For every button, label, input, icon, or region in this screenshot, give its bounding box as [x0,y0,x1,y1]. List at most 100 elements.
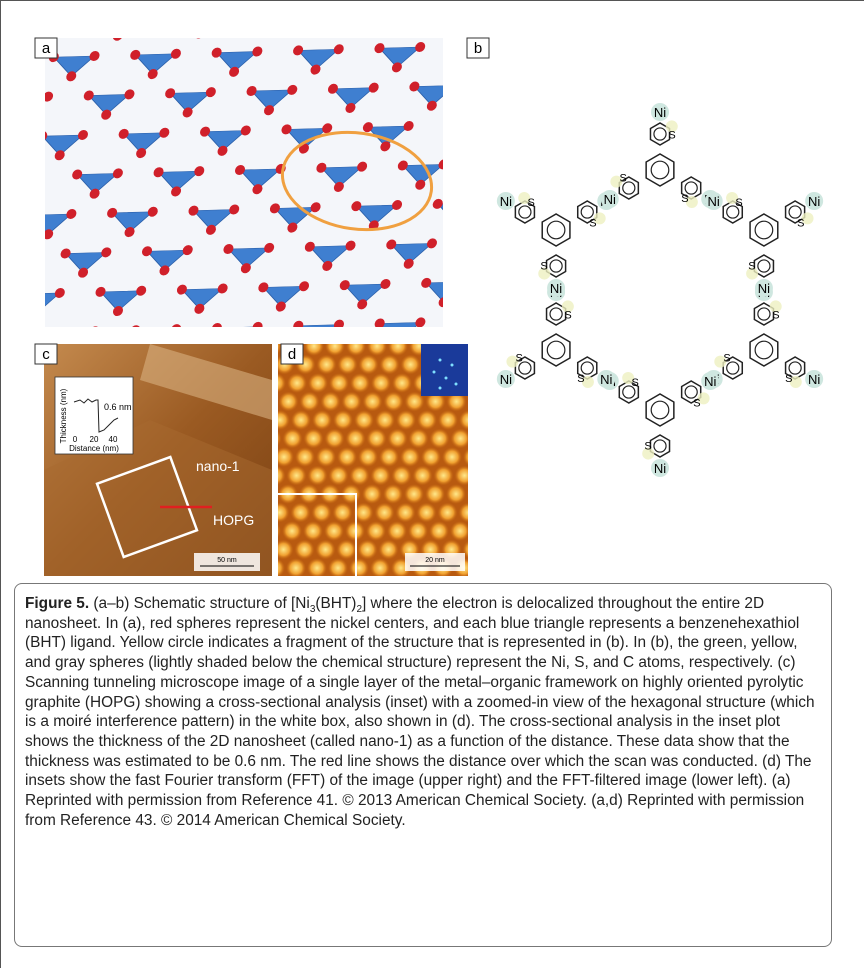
moire-spot [450,428,468,449]
benzene-ring [754,340,774,360]
moire-spot [467,577,487,581]
nickel-sphere [136,285,147,296]
nickel-sphere [665,0,676,6]
ligand-triangle [609,119,653,140]
dithiolene-ring [622,385,636,399]
nickel-sphere [327,83,339,94]
ligand-triangle [309,245,352,267]
nickel-sphere [194,303,205,314]
ligand-triangle [784,311,828,332]
moire-spot [286,558,306,576]
ligand-triangle [45,96,49,118]
ligand-triangle [157,170,201,192]
dithiolene [784,200,806,224]
ligand-triangle [413,85,443,107]
nickel-sphere [426,100,437,111]
moire-spot [316,447,336,467]
nickel-sphere [496,192,515,210]
nickel-sphere [0,545,8,555]
nickel-sphere [671,507,682,517]
nickel-sphere [54,287,65,298]
nickel-sphere [519,157,530,167]
caption-segment: (BHT) [315,595,357,612]
moire-spot [362,484,382,504]
ligand-triangle [99,290,143,312]
moire-spot [438,410,458,430]
benzene-ring [650,400,670,420]
nickel-sphere [601,155,612,165]
nickel-sphere [612,76,623,86]
panel-a [0,0,865,555]
nickel-sphere [211,47,222,58]
sulfur-sphere [726,192,739,205]
nickel-sphere [618,312,629,322]
nickel-sphere [25,485,36,495]
moire-spot [395,502,416,523]
nickel-sphere [136,148,147,159]
sulfur-label: S [644,441,651,453]
ligand-triangle [563,435,607,456]
nickel-sphere [601,430,612,440]
nickel-sphere [636,468,647,478]
moire-spot [278,523,281,539]
nickel-sphere [83,90,94,101]
nickel-sphere [682,290,693,300]
moire-spot [472,336,492,356]
dithiolene [618,380,640,404]
nickel-sphere [159,127,170,138]
nickel-sphere [31,446,42,456]
nickel-sphere [386,239,397,250]
moire-spot [366,428,387,449]
moire-spot [514,429,534,449]
nickel-sphere [345,240,356,251]
nickel-sphere [357,299,368,310]
nickel-sphere [816,346,827,356]
ligand-triangle [0,137,2,158]
nickel-sphere [467,512,478,522]
fft-peak [450,363,454,367]
nickel-sphere [415,317,426,327]
nickel-sphere [694,487,705,497]
moire-spot [425,391,446,412]
ligand-triangle [726,155,770,176]
ligand-triangle [574,81,618,102]
nickel-sphere [589,96,600,106]
nickel-sphere [705,0,716,5]
moire-spot [471,521,491,541]
nickel-sphere [601,17,612,27]
scale-label: 50 nm [217,557,237,564]
ligand-triangle [598,474,642,495]
nickel-sphere [473,60,484,70]
dithiolene [545,254,567,278]
dithiolene [649,434,671,458]
nickel-sphere [264,242,275,253]
nickel-sphere [333,181,344,192]
nickel-sphere [0,0,7,5]
highlight-circle [280,130,434,232]
nickel-sphere [438,297,443,308]
ligand-triangle [842,192,865,213]
nickel-sphere [479,158,490,168]
nickel-sphere [322,123,333,134]
ligand-triangle [656,354,700,375]
nickel-sphere [293,45,304,56]
ligand-triangle [146,249,189,271]
moire-spot [278,447,294,467]
nickel-sphere [651,103,669,121]
moire-spot [458,502,468,523]
nickel-sphere [461,1,472,11]
nickel-label: Ni [654,461,666,476]
moire-spot [287,373,307,393]
ligand-triangle [342,9,386,30]
ligand-triangle [702,313,746,334]
nickel-sphere [729,112,740,122]
nickel-sphere [525,393,536,403]
sulfur-label: S [772,309,779,321]
ligand-triangle [262,285,305,308]
nickel-sphere [764,426,775,436]
ligand-triangle [0,334,13,355]
nickel-sphere [624,410,635,420]
nickel-sphere [118,128,129,139]
ligand-triangle [97,15,141,36]
dithiolene-ring [549,307,563,321]
